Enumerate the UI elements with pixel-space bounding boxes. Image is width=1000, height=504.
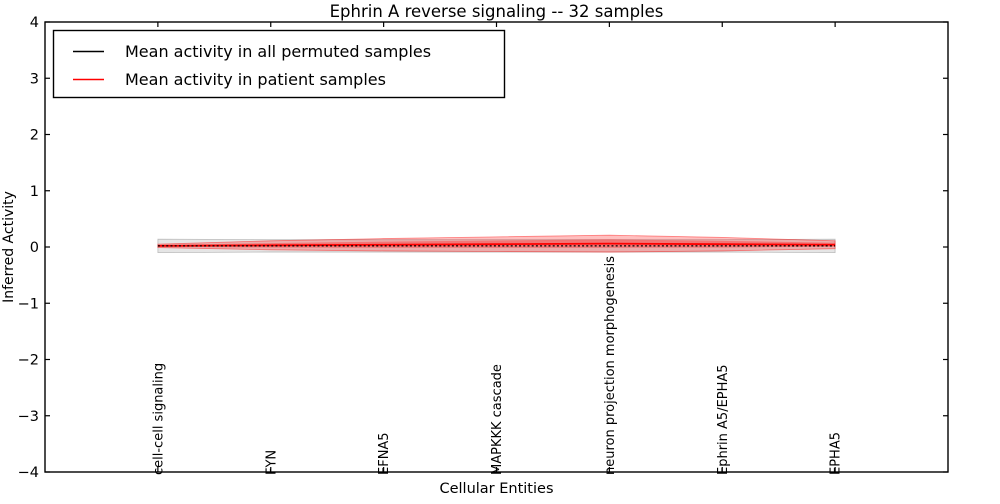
y-tick-label: −2: [18, 353, 39, 369]
legend-label-patient: Mean activity in patient samples: [125, 70, 386, 89]
x-tick-labels: cell-cell signaling FYN EFNA5 MAPKKK cascad…: [151, 256, 843, 475]
patient-mean-line: [157, 242, 836, 247]
axis-ticks: [45, 21, 948, 473]
y-tick-label: 2: [30, 128, 39, 144]
x-tick-label: neuron projection morphogenesis: [603, 256, 618, 475]
legend-box: [52, 29, 506, 99]
legend-label-permuted: Mean activity in all permuted samples: [125, 42, 431, 61]
y-tick-labels: 4 3 2 1 0 −1 −2 −3 −4: [18, 15, 39, 481]
y-tick-label: −3: [18, 409, 39, 425]
x-axis-label: Cellular Entities: [439, 481, 553, 497]
permuted-band: [157, 238, 836, 254]
y-tick-label: 1: [30, 184, 39, 200]
y-tick-label: −1: [18, 296, 39, 312]
x-tick-label: Ephrin A5/EPHA5: [716, 364, 731, 475]
x-tick-label: EPHA5: [829, 432, 844, 475]
x-tick-label: cell-cell signaling: [151, 363, 166, 475]
legend: Mean activity in all permuted samples Me…: [52, 29, 506, 99]
x-tick-label: EFNA5: [377, 432, 392, 475]
y-tick-label: −4: [18, 465, 39, 481]
chart-title: Ephrin A reverse signaling -- 32 samples: [330, 2, 664, 21]
y-tick-label: 0: [30, 240, 39, 256]
y-tick-label: 4: [30, 15, 39, 31]
x-tick-label: MAPKKK cascade: [490, 364, 505, 475]
series-lines: [157, 242, 836, 247]
y-tick-label: 3: [30, 71, 39, 87]
y-axis-label: Inferred Activity: [1, 191, 17, 303]
x-tick-label: FYN: [264, 450, 279, 475]
